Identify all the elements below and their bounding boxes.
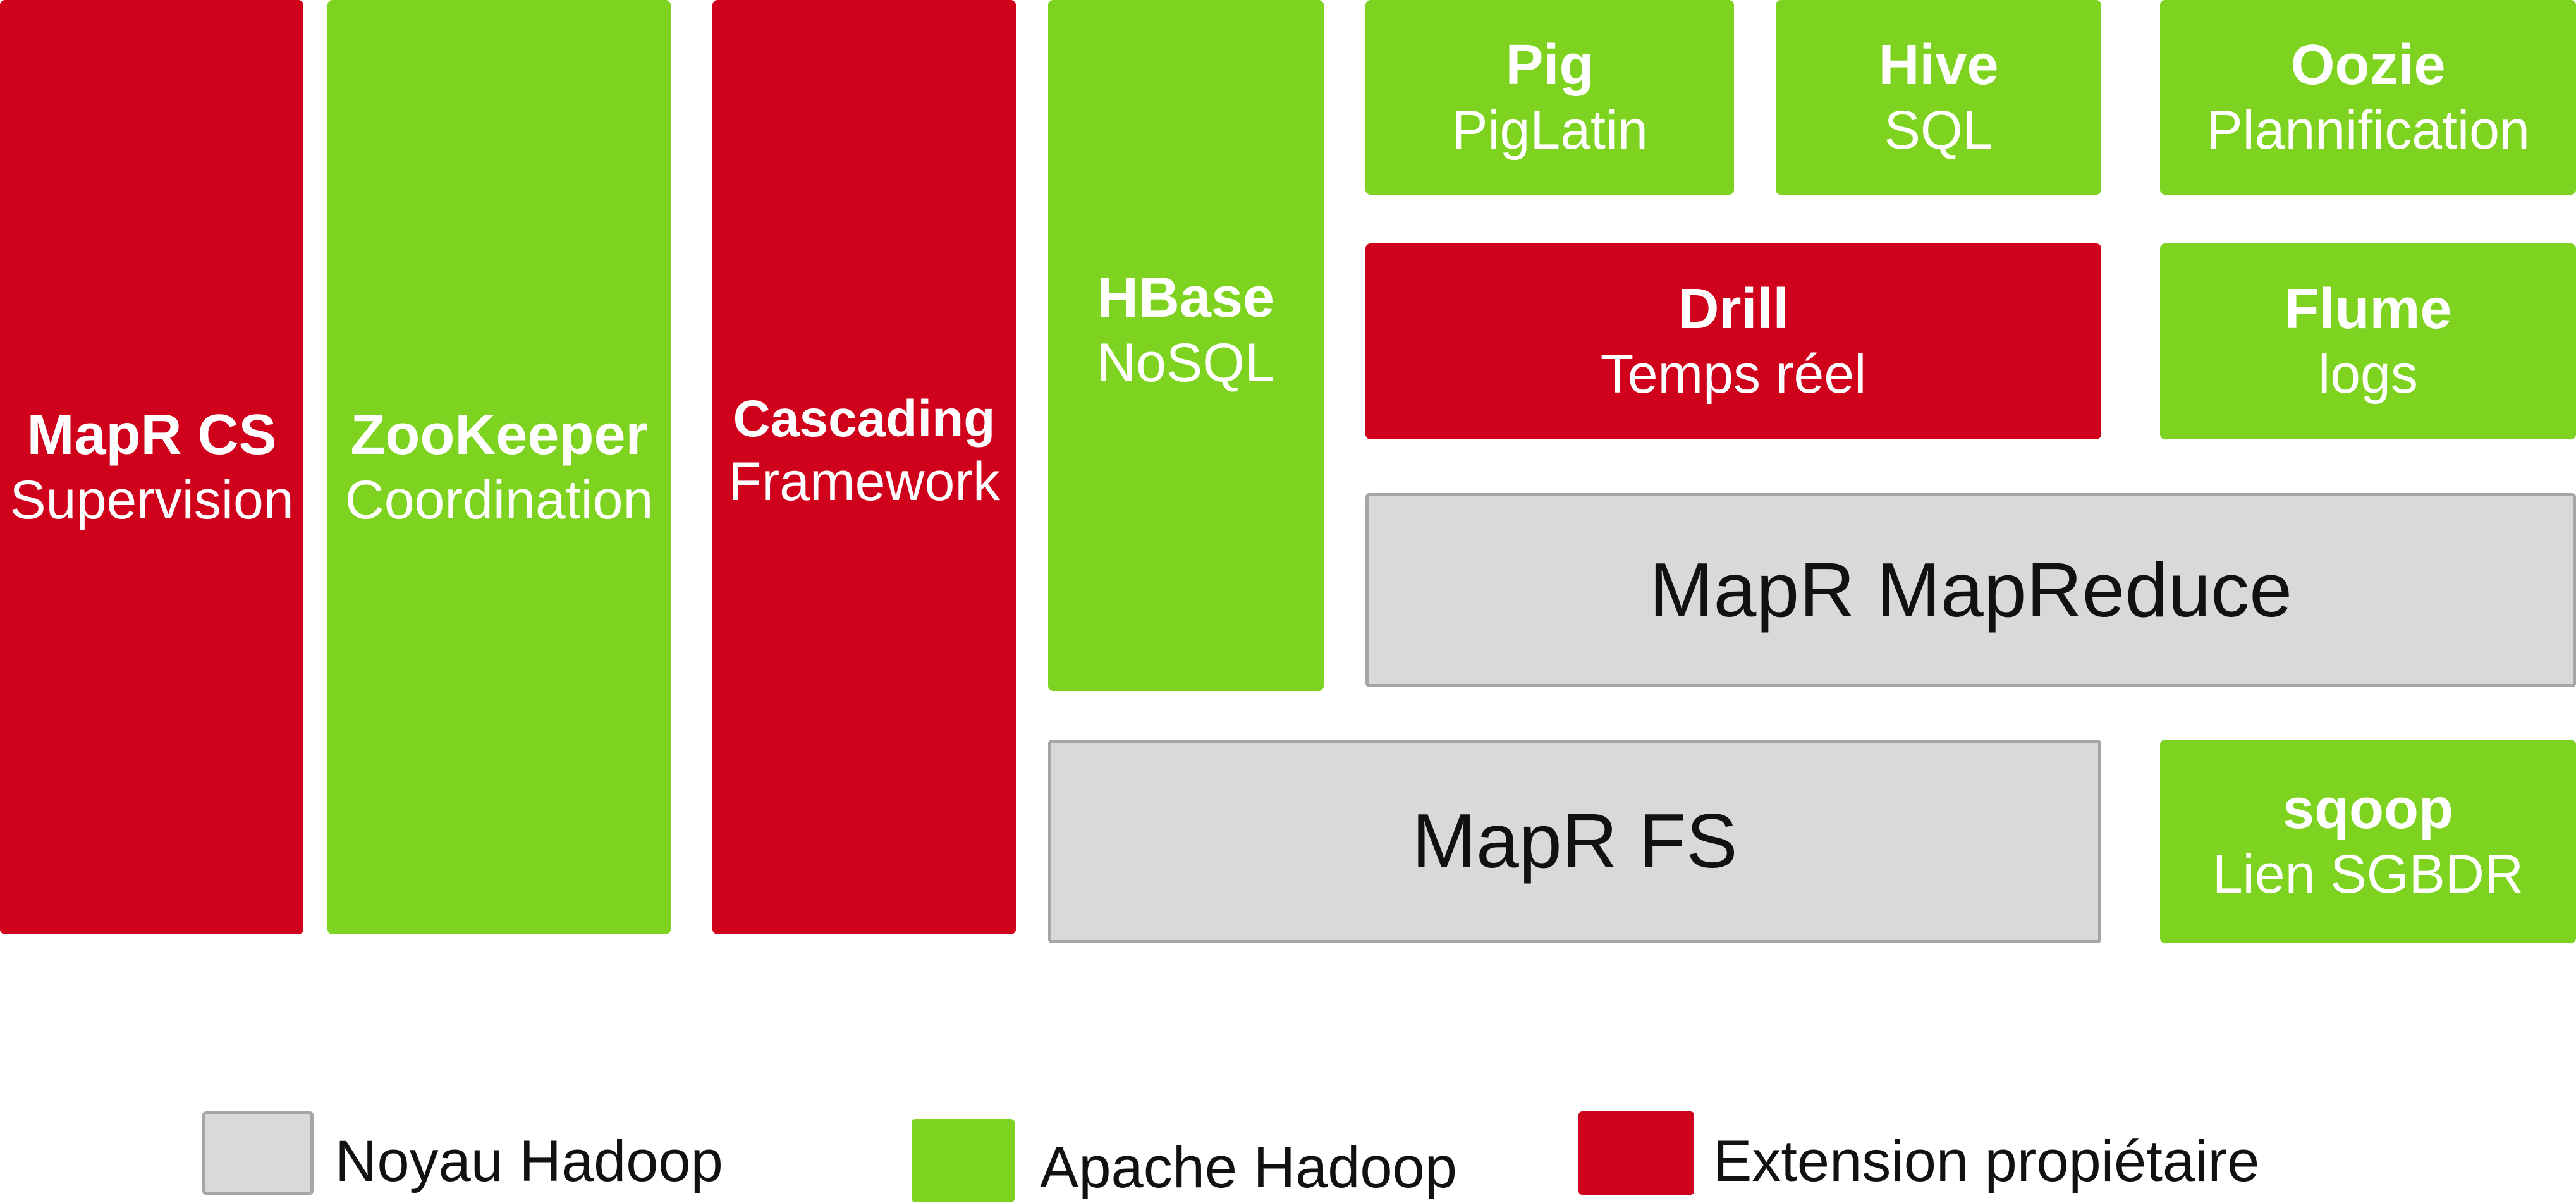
mapr-fs-title: MapR FS [1412,798,1738,884]
oozie-title: Oozie [2290,34,2446,97]
zookeeper-subtitle: Coordination [345,470,654,531]
hive-block: Hive SQL [1776,0,2101,195]
legend-swatch-noyau [202,1111,314,1195]
pig-subtitle: PigLatin [1451,100,1648,161]
sqoop-block: sqoop Lien SGBDR [2160,740,2576,943]
hbase-title: HBase [1097,266,1275,329]
mapreduce-block: MapR MapReduce [1365,493,2576,687]
legend-swatch-extension [1578,1111,1694,1195]
sqoop-title: sqoop [2283,778,2453,841]
drill-block: Drill Temps réel [1365,243,2101,439]
pig-block: Pig PigLatin [1365,0,1734,195]
cascading-subtitle: Framework [728,451,1001,512]
sqoop-subtitle: Lien SGBDR [2212,844,2524,905]
pig-title: Pig [1505,34,1594,97]
drill-subtitle: Temps réel [1600,344,1867,405]
zookeeper-block: ZooKeeper Coordination [327,0,671,934]
cascading-title: Cascading [733,389,996,448]
oozie-subtitle: Plannification [2206,100,2530,161]
flume-title: Flume [2284,278,2452,341]
legend-swatch-apache [912,1119,1015,1202]
hbase-subtitle: NoSQL [1096,332,1276,393]
hbase-block: HBase NoSQL [1048,0,1324,691]
mapr-cs-block: MapR CS Supervision [0,0,303,934]
oozie-block: Oozie Plannification [2160,0,2576,195]
legend-label-extension: Extension propiétaire [1713,1129,2260,1194]
mapr-cs-subtitle: Supervision [9,470,294,531]
zookeeper-title: ZooKeeper [350,403,648,467]
legend-label-noyau: Noyau Hadoop [335,1129,723,1194]
mapr-fs-block: MapR FS [1048,740,2101,943]
hive-title: Hive [1878,34,1999,97]
legend-label-apache: Apache Hadoop [1040,1135,1457,1200]
mapreduce-title: MapR MapReduce [1649,546,2293,633]
cascading-block: Cascading Framework [712,0,1016,934]
mapr-cs-title: MapR CS [27,403,277,467]
flume-subtitle: logs [2318,344,2418,405]
hive-subtitle: SQL [1884,100,1993,161]
flume-block: Flume logs [2160,243,2576,439]
drill-title: Drill [1678,278,1789,341]
